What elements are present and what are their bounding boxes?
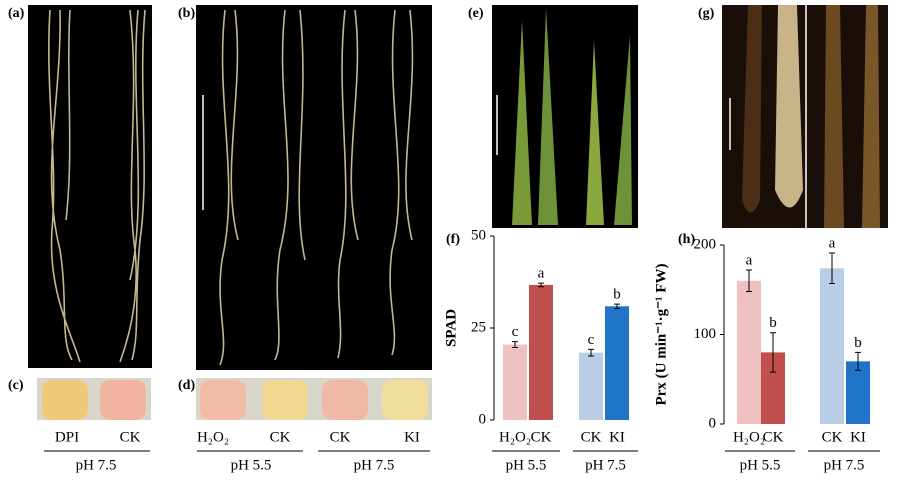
photo-e (492, 5, 638, 228)
sample-label: KI (404, 429, 420, 445)
x-tick-label: CK (822, 429, 843, 445)
group-label: pH 7.5 (824, 457, 865, 473)
x-tick-label: CK (581, 429, 602, 445)
error-bar (770, 332, 776, 373)
bar (846, 361, 870, 424)
significance-letter: b (613, 287, 621, 303)
photo-a (28, 5, 152, 368)
bar (605, 306, 629, 420)
panel-label: (c) (8, 378, 24, 393)
significance-letter: a (829, 235, 836, 251)
sample-label: CK (330, 429, 351, 445)
x-tick-label: H₂O₂ (499, 429, 531, 445)
panel-label: (h) (678, 232, 695, 247)
photo-c (37, 378, 151, 420)
group-label: pH 5.5 (231, 457, 272, 473)
y-axis-label: SPAD (443, 309, 459, 347)
y-tick-label: 25 (471, 319, 486, 335)
y-tick-label: 200 (694, 236, 717, 252)
photo-d (196, 378, 432, 420)
bar (820, 268, 844, 424)
y-tick-label: 0 (709, 415, 717, 431)
panel-label: (a) (8, 6, 25, 21)
bar (737, 280, 761, 424)
significance-letter: b (769, 315, 777, 331)
significance-letter: a (538, 266, 545, 282)
x-tick-label: KI (850, 429, 866, 445)
group-label: pH 7.5 (354, 457, 395, 473)
panel-label: (e) (468, 6, 484, 21)
y-tick-label: 50 (471, 227, 486, 243)
significance-letter: c (512, 324, 519, 340)
bar (503, 344, 527, 420)
photo-b (196, 5, 432, 370)
error-bar (855, 351, 861, 371)
group-label: pH 7.5 (76, 457, 117, 473)
error-bar (829, 252, 835, 284)
significance-letter: c (588, 332, 595, 348)
significance-letter: a (746, 252, 753, 268)
bar (529, 284, 553, 420)
x-tick-label: CK (531, 429, 552, 445)
significance-letter: b (854, 335, 862, 351)
panel-label: (g) (698, 6, 715, 21)
panel-label: (d) (178, 378, 195, 393)
error-bar (512, 341, 518, 349)
bar (579, 352, 603, 420)
panel-label: (f) (446, 232, 460, 247)
sample-label: CK (270, 429, 291, 445)
y-tick-label: 0 (479, 411, 487, 427)
error-bar (614, 303, 620, 309)
y-axis-label: Prx (U min⁻¹·g⁻¹ FW) (653, 264, 669, 406)
error-bar (588, 348, 594, 357)
sample-label: H₂O₂ (197, 429, 229, 445)
group-label: pH 7.5 (585, 457, 626, 473)
x-tick-label: H₂O₂ (733, 429, 765, 445)
panel-label: (b) (178, 6, 195, 21)
sample-label: CK (120, 429, 141, 445)
sample-label: DPI (55, 429, 79, 445)
photo-g (722, 5, 888, 228)
x-tick-label: KI (609, 429, 625, 445)
error-bar (538, 282, 544, 288)
error-bar (746, 269, 752, 293)
x-tick-label: CK (763, 429, 784, 445)
group-label: pH 5.5 (740, 457, 781, 473)
y-tick-label: 100 (694, 326, 717, 342)
group-label: pH 5.5 (506, 457, 547, 473)
